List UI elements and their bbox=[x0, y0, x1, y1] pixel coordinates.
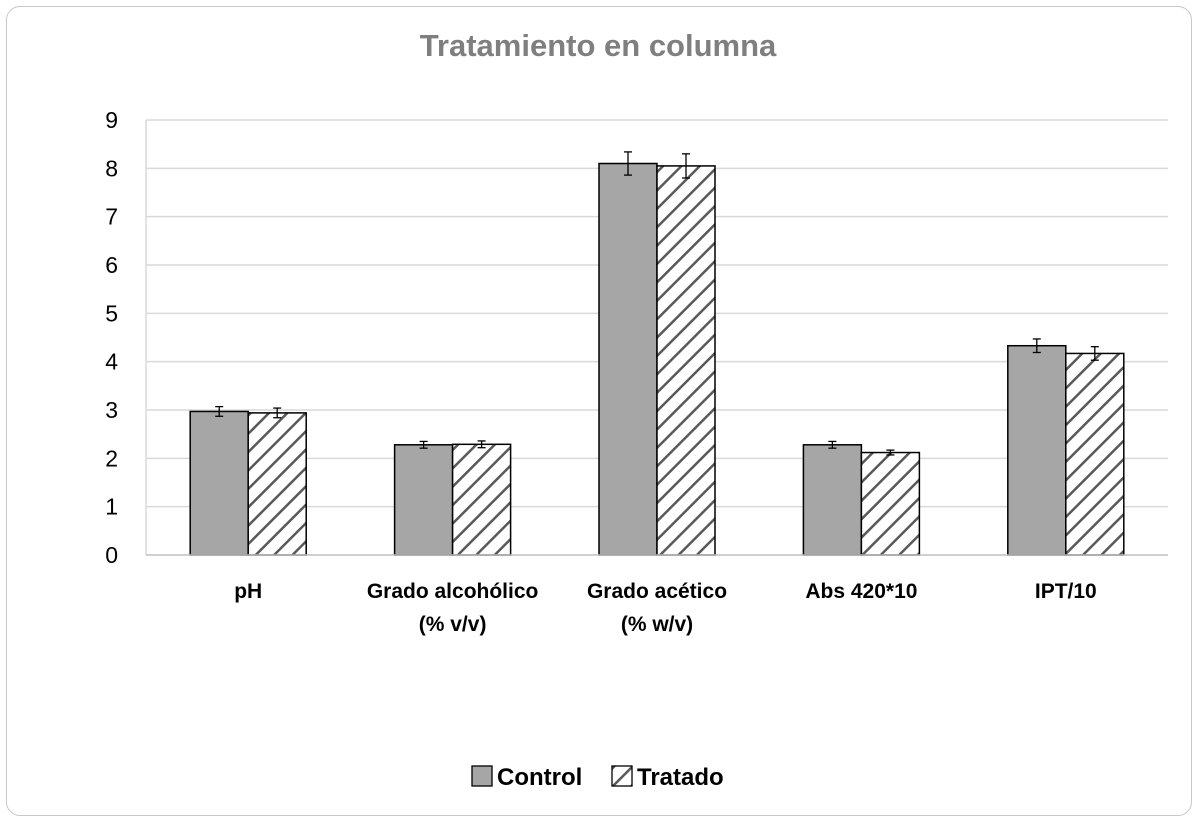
chart-title: Tratamiento en columna bbox=[420, 28, 777, 63]
x-axis: pH Grado alcohólico (% v/v) Grado acético (%… bbox=[146, 554, 1168, 636]
legend-swatch-control bbox=[471, 765, 493, 787]
y-tick-label: 1 bbox=[105, 494, 118, 520]
y-tick-label: 4 bbox=[105, 349, 118, 375]
bar-control-0 bbox=[189, 410, 249, 556]
legend-swatch-tratado bbox=[611, 765, 633, 787]
bar-control-3 bbox=[802, 444, 863, 556]
y-tick-label: 3 bbox=[105, 397, 118, 423]
error-bars bbox=[215, 151, 1099, 456]
y-tick-label: 6 bbox=[105, 252, 118, 278]
bar-control-1 bbox=[393, 444, 454, 556]
y-tick-label: 0 bbox=[105, 542, 118, 568]
bar-tratado-1 bbox=[451, 443, 512, 556]
bar-tratado-3 bbox=[860, 451, 921, 556]
bar-control-4 bbox=[1007, 344, 1067, 556]
x-tick-label: Grado acético bbox=[587, 580, 727, 603]
legend-label-control: Control bbox=[497, 764, 582, 791]
y-axis: 0 1 2 3 4 5 6 7 8 9 bbox=[105, 107, 147, 568]
bar-tratado-0 bbox=[247, 412, 307, 556]
y-tick-label: 9 bbox=[105, 107, 118, 133]
y-tick-label: 7 bbox=[105, 204, 118, 230]
x-tick-label: pH bbox=[234, 580, 262, 603]
y-tick-label: 2 bbox=[105, 445, 118, 471]
x-tick-label: Grado alcohólico bbox=[367, 580, 539, 603]
bar-tratado-2 bbox=[656, 165, 716, 556]
x-tick-label: Abs 420*10 bbox=[805, 580, 917, 603]
bars bbox=[189, 162, 1125, 556]
legend: Control Tratado bbox=[471, 764, 724, 791]
x-tick-label: (% v/v) bbox=[419, 613, 487, 636]
bar-control-2 bbox=[598, 162, 658, 556]
x-tick-label: (% w/v) bbox=[621, 613, 693, 636]
legend-label-tratado: Tratado bbox=[637, 764, 724, 791]
x-tick-label: IPT/10 bbox=[1035, 580, 1097, 603]
bar-tratado-4 bbox=[1065, 352, 1125, 556]
y-tick-label: 5 bbox=[105, 300, 118, 326]
y-tick-label: 8 bbox=[105, 155, 118, 181]
